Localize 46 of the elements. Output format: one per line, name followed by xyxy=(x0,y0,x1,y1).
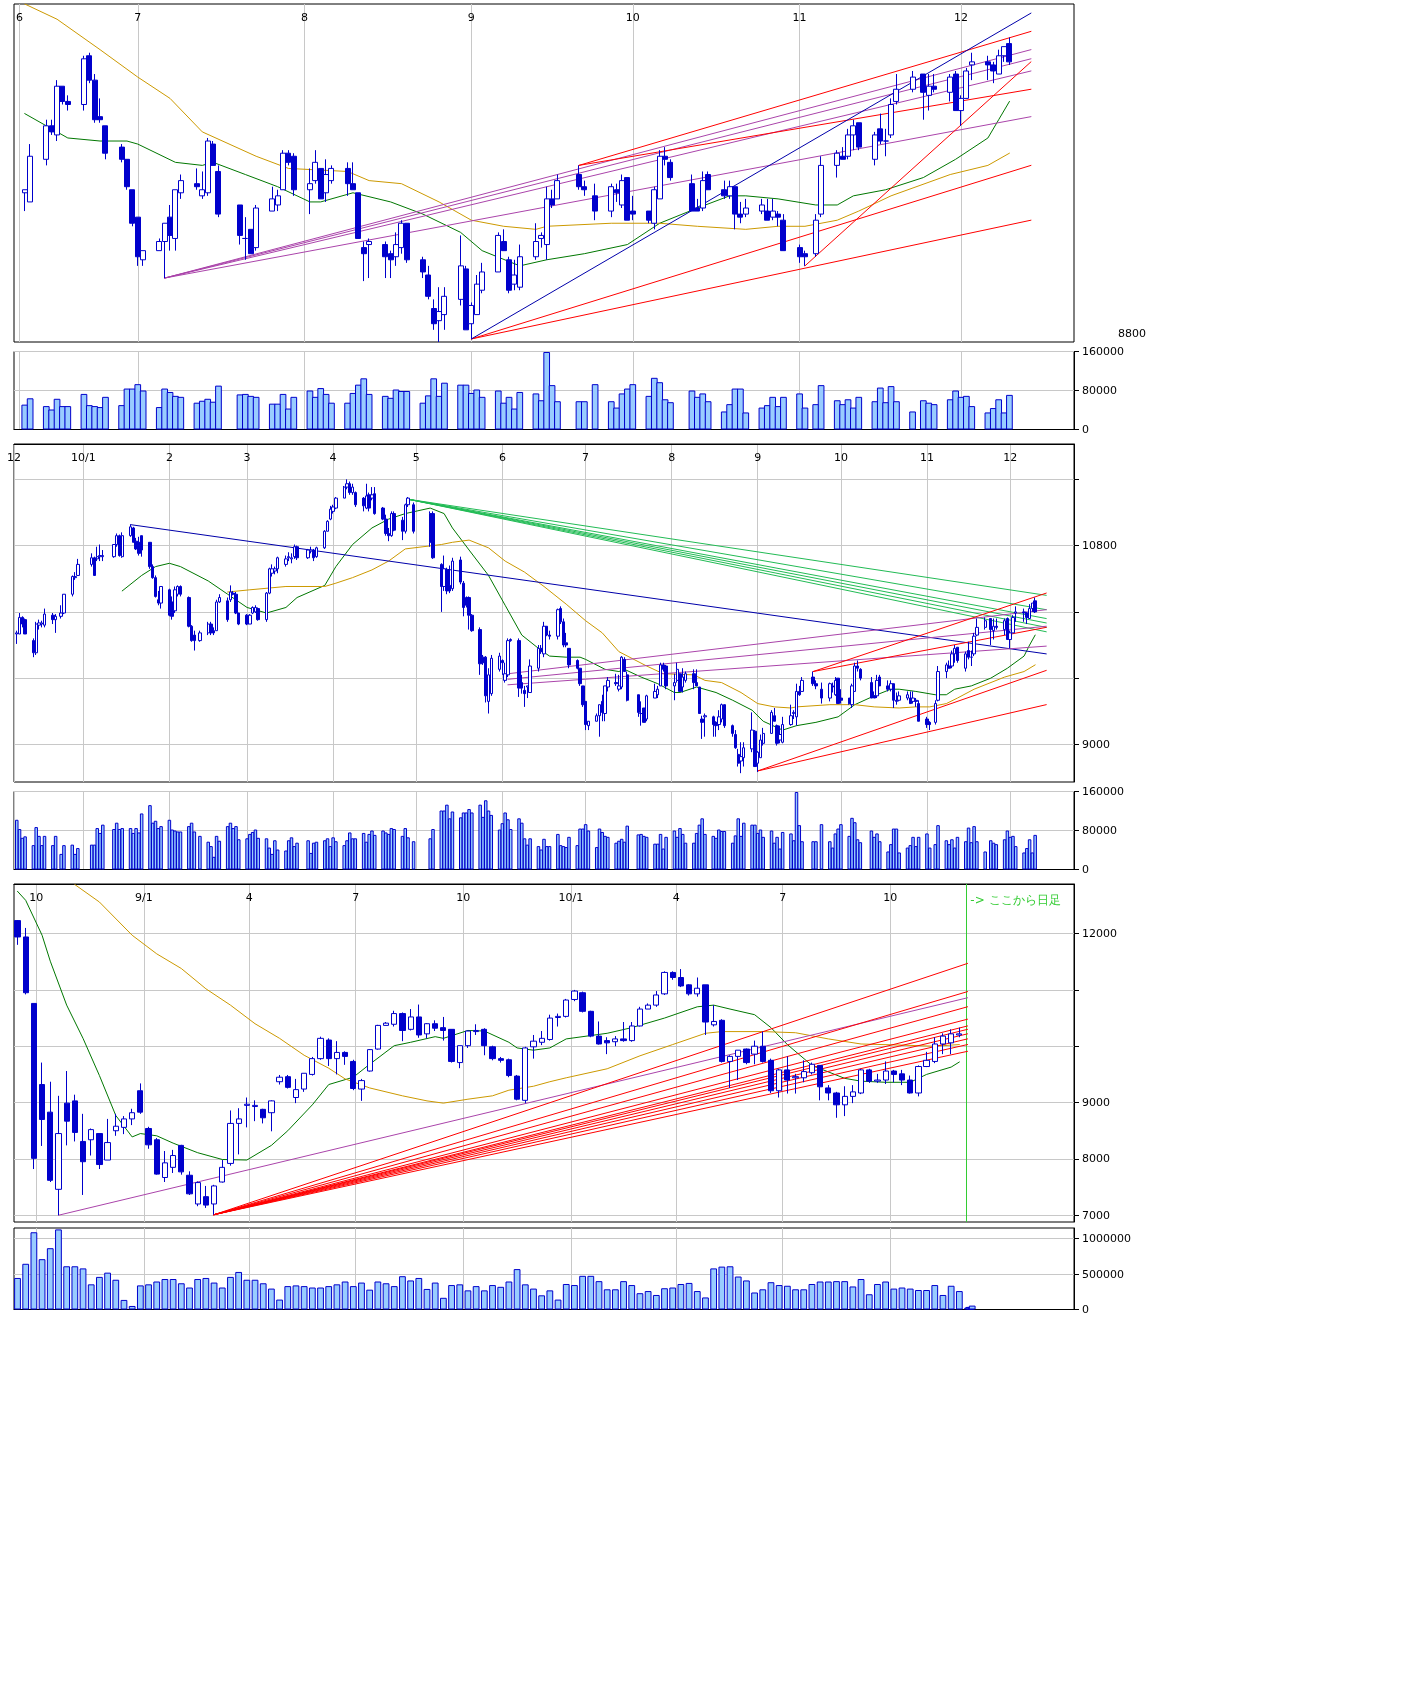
x-tick-label: 4 xyxy=(329,451,337,464)
x-tick-label: 10 xyxy=(833,451,848,464)
y-tick-label: 8000 xyxy=(1082,1152,1110,1166)
x-tick-label: 12 xyxy=(1003,451,1018,464)
x-tick-label: 7 xyxy=(134,11,142,24)
ref-line-label: -> ここから日足 xyxy=(970,893,1061,907)
y-tick-label: 0 xyxy=(1082,863,1089,876)
x-tick-label: 10 xyxy=(625,11,640,24)
y-tick-label: 10800 xyxy=(1082,539,1117,553)
x-tick-label: 6 xyxy=(498,451,506,464)
x-tick-label: 11 xyxy=(792,11,807,24)
x-tick-label: 5 xyxy=(412,451,420,464)
x-tick-label: 11 xyxy=(919,451,934,464)
y-tick-label: 160000 xyxy=(1082,785,1124,798)
x-tick-label: 10 xyxy=(456,891,471,904)
x-tick-label: 7 xyxy=(582,451,590,464)
x-tick-label: 9/1 xyxy=(135,891,153,904)
x-tick-label: 10/1 xyxy=(71,451,96,464)
x-tick-label: 9 xyxy=(754,451,762,464)
y-tick-label: 9000 xyxy=(1082,1096,1110,1110)
y-tick-label: 12000 xyxy=(1082,927,1117,941)
x-tick-label: 4 xyxy=(245,891,253,904)
x-tick-label: 7 xyxy=(779,891,787,904)
x-tick-label: 12 xyxy=(7,451,21,464)
y-tick-label: 80000 xyxy=(1082,824,1117,837)
x-tick-label: 10 xyxy=(883,891,898,904)
y-tick-label: 0 xyxy=(1082,423,1089,436)
x-tick-label: 3 xyxy=(243,451,251,464)
x-tick-label: 8 xyxy=(668,451,676,464)
y-tick-label: 0 xyxy=(1082,1303,1089,1316)
y-tick-label: 7000 xyxy=(1082,1208,1110,1222)
x-tick-label: 10/1 xyxy=(558,891,584,904)
y-tick-label: 500000 xyxy=(1082,1267,1124,1281)
x-tick-label: 9 xyxy=(467,11,475,24)
x-tick-label: 12 xyxy=(954,11,969,24)
y-tick-label: 160000 xyxy=(1082,345,1124,358)
text: 8800 xyxy=(1118,327,1146,340)
x-tick-label: 6 xyxy=(15,11,23,24)
x-tick-label: 10 xyxy=(29,891,44,904)
y-tick-label: 80000 xyxy=(1082,384,1117,397)
x-tick-label: 8 xyxy=(301,11,309,24)
y-tick-label: 1000000 xyxy=(1082,1232,1131,1246)
x-tick-label: 7 xyxy=(352,891,360,904)
x-tick-label: 2 xyxy=(165,451,173,464)
y-tick-label: 9000 xyxy=(1082,737,1110,751)
x-tick-label: 4 xyxy=(672,891,680,904)
